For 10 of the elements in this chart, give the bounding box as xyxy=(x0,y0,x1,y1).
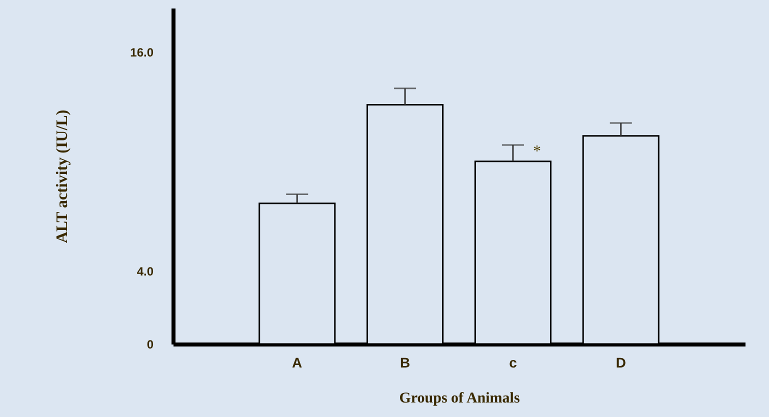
y-tick-label: 16.0 xyxy=(130,45,154,60)
annotation: * xyxy=(532,142,541,160)
y-axis-title: ALT activity (IU/L) xyxy=(54,110,72,244)
x-axis-title: Groups of Animals xyxy=(399,390,520,406)
y-tick-label: 0 xyxy=(146,338,154,352)
x-tick-label: A xyxy=(292,354,302,370)
x-tick-label: D xyxy=(616,354,626,370)
x-tick-label: c xyxy=(509,354,518,370)
y-tick-label: 4.0 xyxy=(136,264,154,278)
x-tick-label: B xyxy=(400,354,410,370)
